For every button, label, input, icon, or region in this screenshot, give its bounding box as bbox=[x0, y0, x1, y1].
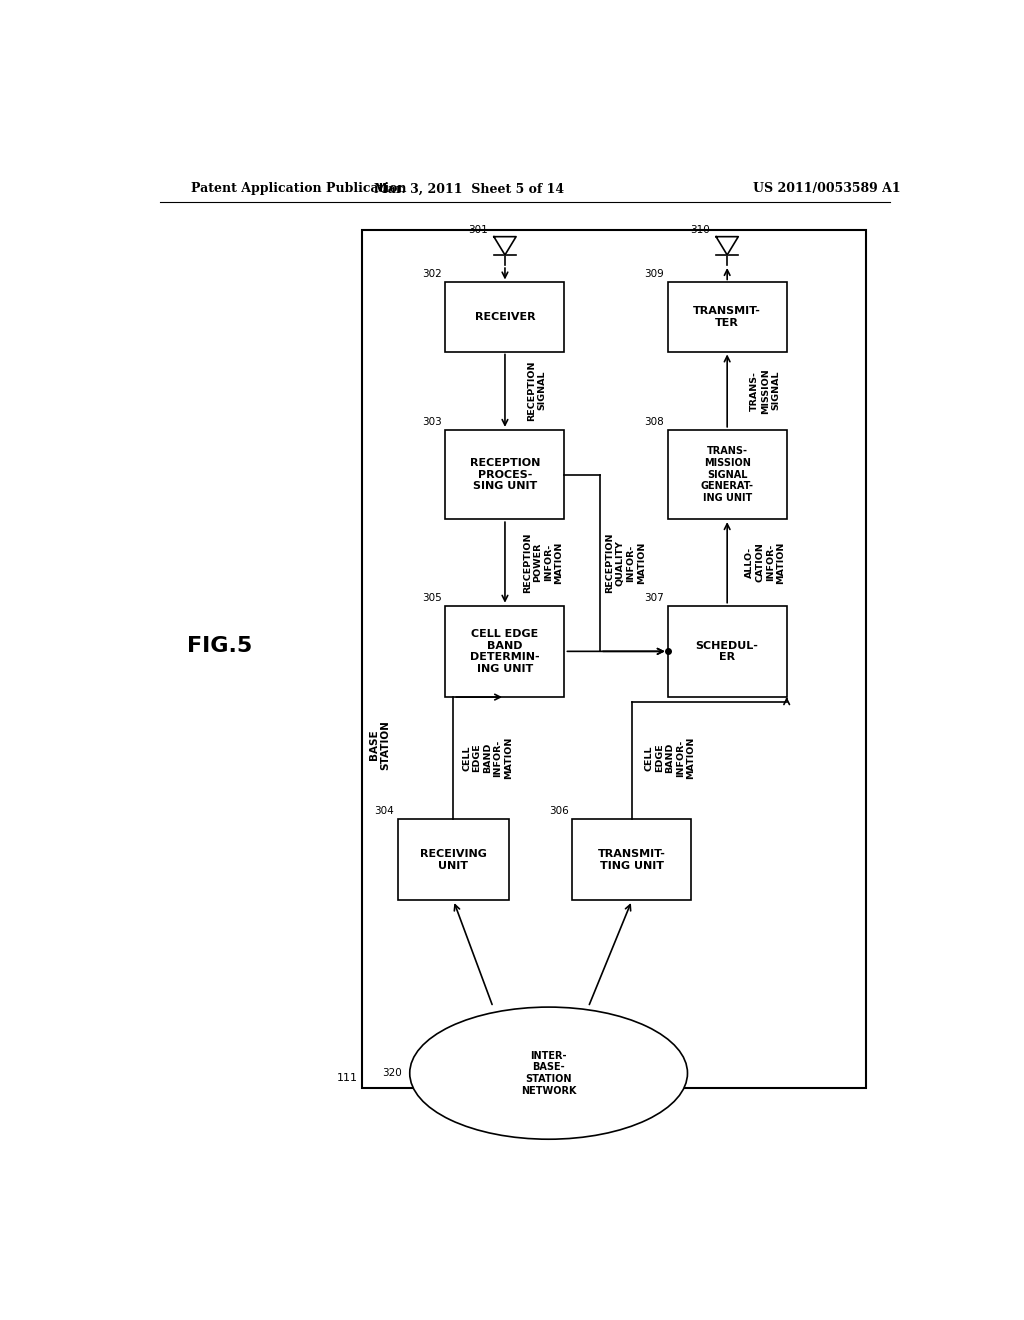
Text: TRANS-
MISSION
SIGNAL
GENERAT-
ING UNIT: TRANS- MISSION SIGNAL GENERAT- ING UNIT bbox=[700, 446, 754, 503]
Text: SCHEDUL-
ER: SCHEDUL- ER bbox=[695, 640, 759, 663]
Text: 111: 111 bbox=[337, 1073, 358, 1084]
FancyBboxPatch shape bbox=[668, 430, 786, 519]
Text: 304: 304 bbox=[374, 807, 394, 816]
FancyBboxPatch shape bbox=[668, 606, 786, 697]
Text: Mar. 3, 2011  Sheet 5 of 14: Mar. 3, 2011 Sheet 5 of 14 bbox=[374, 182, 564, 195]
Text: 308: 308 bbox=[644, 417, 664, 426]
Text: RECEPTION
PROCES-
SING UNIT: RECEPTION PROCES- SING UNIT bbox=[470, 458, 540, 491]
Text: RECEPTION
POWER
INFOR-
MATION: RECEPTION POWER INFOR- MATION bbox=[523, 532, 563, 593]
Text: BASE
STATION: BASE STATION bbox=[369, 719, 390, 770]
Text: 310: 310 bbox=[690, 224, 710, 235]
Text: 303: 303 bbox=[422, 417, 441, 426]
Text: Patent Application Publication: Patent Application Publication bbox=[191, 182, 407, 195]
Text: CELL
EDGE
BAND
INFOR-
MATION: CELL EDGE BAND INFOR- MATION bbox=[462, 737, 513, 779]
FancyBboxPatch shape bbox=[572, 818, 691, 900]
Text: ALLO-
CATION
INFOR-
MATION: ALLO- CATION INFOR- MATION bbox=[745, 541, 785, 583]
Text: CELL
EDGE
BAND
INFOR-
MATION: CELL EDGE BAND INFOR- MATION bbox=[645, 737, 695, 779]
FancyBboxPatch shape bbox=[397, 818, 509, 900]
Text: 320: 320 bbox=[382, 1068, 401, 1078]
FancyBboxPatch shape bbox=[445, 606, 564, 697]
Text: 302: 302 bbox=[422, 269, 441, 280]
Text: 306: 306 bbox=[549, 807, 568, 816]
Text: 301: 301 bbox=[468, 224, 487, 235]
Text: CELL EDGE
BAND
DETERMIN-
ING UNIT: CELL EDGE BAND DETERMIN- ING UNIT bbox=[470, 628, 540, 673]
Text: RECEIVER: RECEIVER bbox=[475, 312, 536, 322]
Text: RECEPTION
SIGNAL: RECEPTION SIGNAL bbox=[527, 360, 547, 421]
Text: FIG.5: FIG.5 bbox=[186, 636, 252, 656]
Text: RECEPTION
QUALITY
INFOR-
MATION: RECEPTION QUALITY INFOR- MATION bbox=[605, 533, 646, 593]
Ellipse shape bbox=[410, 1007, 687, 1139]
Text: 307: 307 bbox=[644, 593, 664, 602]
Polygon shape bbox=[716, 236, 738, 255]
Text: TRANSMIT-
TER: TRANSMIT- TER bbox=[693, 306, 761, 327]
Text: US 2011/0053589 A1: US 2011/0053589 A1 bbox=[753, 182, 900, 195]
FancyBboxPatch shape bbox=[445, 282, 564, 351]
Text: TRANSMIT-
TING UNIT: TRANSMIT- TING UNIT bbox=[598, 849, 666, 870]
Text: INTER-
BASE-
STATION
NETWORK: INTER- BASE- STATION NETWORK bbox=[521, 1051, 577, 1096]
Text: 309: 309 bbox=[644, 269, 664, 280]
Text: TRANS-
MISSION
SIGNAL: TRANS- MISSION SIGNAL bbox=[751, 368, 780, 413]
FancyBboxPatch shape bbox=[445, 430, 564, 519]
Text: 305: 305 bbox=[422, 593, 441, 602]
Text: RECEIVING
UNIT: RECEIVING UNIT bbox=[420, 849, 486, 870]
Polygon shape bbox=[494, 236, 516, 255]
FancyBboxPatch shape bbox=[668, 282, 786, 351]
